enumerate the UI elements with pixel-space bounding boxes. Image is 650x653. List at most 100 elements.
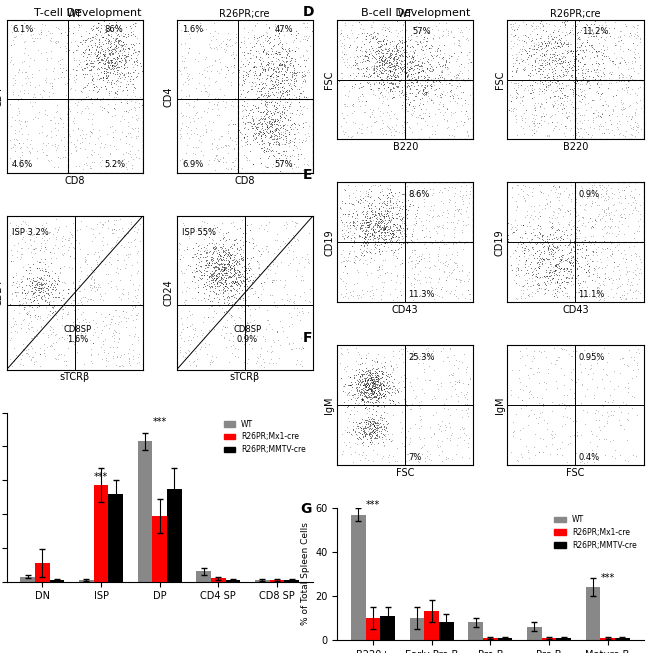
Point xyxy=(608,366,619,376)
Point xyxy=(339,219,349,229)
Point xyxy=(384,73,395,84)
Point xyxy=(373,426,384,436)
Point xyxy=(368,404,378,414)
Point xyxy=(370,364,381,375)
Point xyxy=(400,87,411,97)
Point xyxy=(181,282,192,293)
Point xyxy=(269,133,280,144)
Point xyxy=(24,268,34,278)
Point xyxy=(369,383,380,393)
Point xyxy=(226,348,237,358)
Y-axis label: FSC: FSC xyxy=(495,71,504,89)
Point xyxy=(205,268,216,279)
Point xyxy=(367,385,377,396)
Point xyxy=(514,373,524,383)
Point xyxy=(564,59,575,69)
Point xyxy=(358,258,369,268)
Point xyxy=(121,315,131,326)
Point xyxy=(12,225,23,235)
Point xyxy=(68,301,78,311)
Point xyxy=(528,392,539,402)
Point xyxy=(229,276,240,286)
Point xyxy=(453,23,463,33)
Point xyxy=(552,56,563,66)
Point xyxy=(215,253,226,263)
Point xyxy=(218,234,229,245)
Point xyxy=(246,81,257,91)
Point xyxy=(181,230,192,240)
Point xyxy=(363,383,374,393)
Point xyxy=(124,104,134,115)
Point xyxy=(510,75,520,86)
Point xyxy=(219,245,229,255)
Point xyxy=(369,383,380,394)
Point xyxy=(242,117,253,127)
Point xyxy=(601,228,611,238)
Point xyxy=(500,249,511,260)
Point xyxy=(445,67,455,77)
Point xyxy=(447,381,458,391)
Point xyxy=(82,80,92,90)
Point xyxy=(416,113,426,123)
Point xyxy=(539,255,549,265)
Point xyxy=(362,221,372,232)
Point xyxy=(556,52,567,63)
Point xyxy=(373,379,384,389)
Point xyxy=(584,269,594,279)
Point xyxy=(109,63,120,73)
Point xyxy=(272,71,282,82)
Point xyxy=(260,119,270,129)
Point xyxy=(207,270,217,281)
Point xyxy=(379,222,389,232)
Point xyxy=(361,46,371,56)
Point xyxy=(18,261,28,272)
Point xyxy=(8,256,18,266)
Point xyxy=(71,141,81,151)
Point xyxy=(541,81,551,91)
Point xyxy=(208,356,218,366)
Point xyxy=(523,289,533,300)
Point xyxy=(509,83,519,93)
Point xyxy=(448,108,458,118)
Point xyxy=(434,59,445,69)
Point xyxy=(519,65,530,75)
Point xyxy=(175,347,185,357)
Point xyxy=(460,108,470,119)
Point xyxy=(359,51,370,61)
Point xyxy=(592,267,603,278)
Point xyxy=(27,22,37,33)
Point xyxy=(567,364,578,374)
Point xyxy=(230,234,240,245)
Point xyxy=(365,213,375,223)
Point xyxy=(31,356,42,366)
Point xyxy=(263,69,273,80)
Point xyxy=(272,61,282,72)
Point xyxy=(586,183,597,194)
Point xyxy=(90,255,101,265)
Point xyxy=(223,266,233,276)
Point xyxy=(620,254,630,264)
Point xyxy=(283,260,293,270)
Point xyxy=(130,82,140,93)
Point xyxy=(262,121,272,132)
Point xyxy=(89,248,99,259)
Point xyxy=(59,321,70,331)
Point xyxy=(614,69,625,80)
Point xyxy=(364,69,374,80)
Point xyxy=(547,406,558,416)
Point xyxy=(465,112,475,123)
Point xyxy=(394,76,404,87)
Point xyxy=(366,384,376,394)
Point xyxy=(555,255,566,265)
Point xyxy=(374,249,385,260)
Point xyxy=(519,8,529,18)
Point xyxy=(211,142,222,152)
Point xyxy=(232,244,242,255)
Point xyxy=(372,219,382,229)
Point xyxy=(198,251,208,262)
Point xyxy=(523,43,534,54)
Point xyxy=(547,213,557,223)
Point xyxy=(359,232,369,243)
Point xyxy=(535,224,545,234)
Point xyxy=(545,76,555,86)
